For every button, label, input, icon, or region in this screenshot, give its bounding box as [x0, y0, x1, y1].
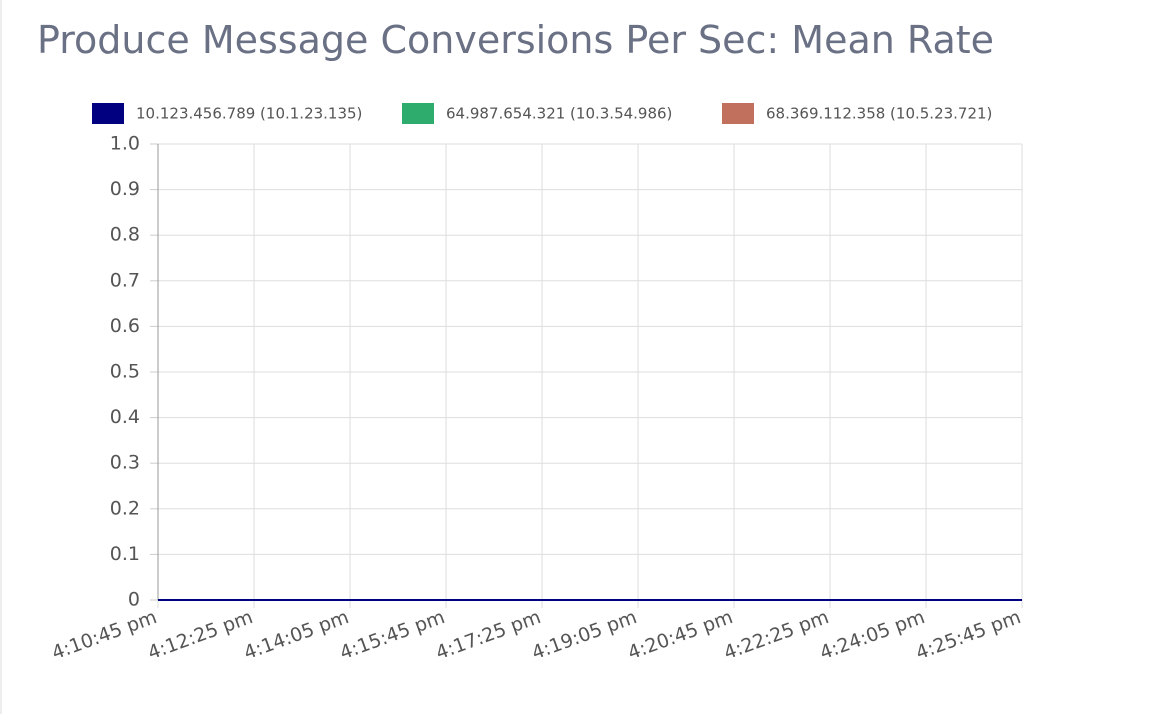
x-tick-label: 4:20:45 pm: [625, 606, 736, 664]
legend-label: 68.369.112.358 (10.5.23.721): [766, 105, 992, 123]
x-tick-label: 4:10:45 pm: [49, 606, 160, 664]
y-tick-label: 0.3: [110, 452, 140, 474]
legend-label: 64.987.654.321 (10.3.54.986): [446, 105, 672, 123]
x-tick-label: 4:15:45 pm: [337, 606, 448, 664]
y-tick-label: 0.1: [110, 543, 140, 565]
x-tick-label: 4:22:25 pm: [721, 606, 832, 664]
y-tick-label: 0: [128, 589, 140, 611]
x-tick-label: 4:19:05 pm: [529, 606, 640, 664]
x-tick-label: 4:14:05 pm: [241, 606, 352, 664]
legend-swatch: [722, 103, 754, 124]
y-tick-label: 1.0: [110, 133, 140, 155]
x-tick-label: 4:24:05 pm: [817, 606, 928, 664]
y-tick-label: 0.8: [110, 224, 140, 246]
legend-swatch: [92, 103, 124, 124]
chart-title: Produce Message Conversions Per Sec: Mea…: [37, 18, 994, 62]
y-tick-label: 0.9: [110, 178, 140, 200]
x-tick-label: 4:25:45 pm: [913, 606, 1024, 664]
y-tick-label: 0.4: [110, 406, 140, 428]
y-tick-label: 0.5: [110, 361, 140, 383]
x-tick-label: 4:12:25 pm: [145, 606, 256, 664]
x-tick-label: 4:17:25 pm: [433, 606, 544, 664]
legend-label: 10.123.456.789 (10.1.23.135): [136, 105, 362, 123]
y-tick-label: 0.2: [110, 497, 140, 519]
y-tick-label: 0.6: [110, 315, 140, 337]
legend-swatch: [402, 103, 434, 124]
y-tick-label: 0.7: [110, 269, 140, 291]
